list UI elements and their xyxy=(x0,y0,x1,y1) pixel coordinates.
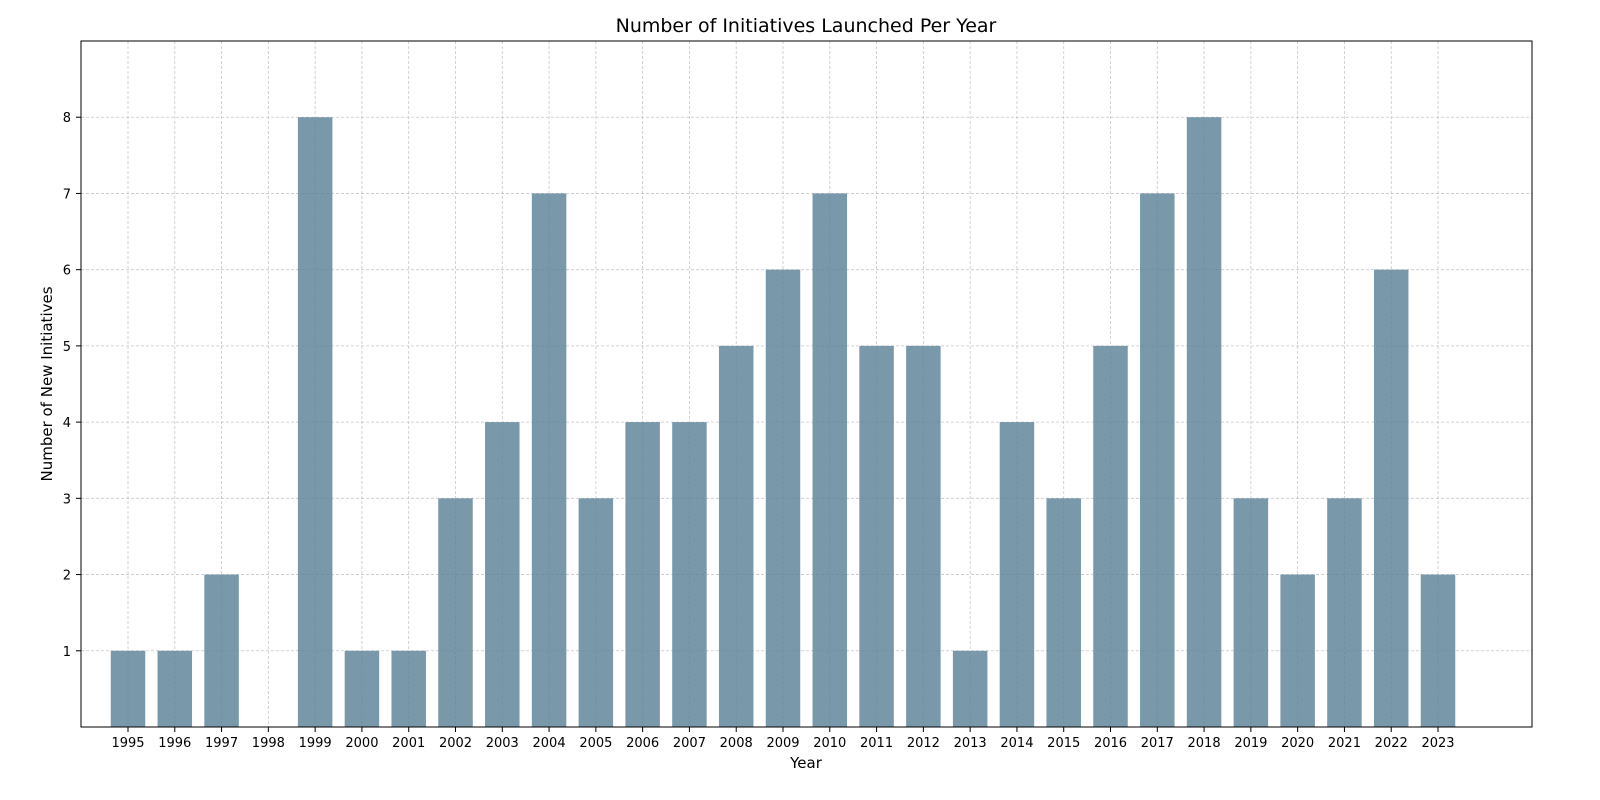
bar xyxy=(672,422,707,727)
bar xyxy=(718,345,754,727)
bar xyxy=(157,650,193,727)
bar xyxy=(625,422,660,727)
x-tick-label: 2016 xyxy=(1094,736,1127,751)
x-tick-label: 2003 xyxy=(486,736,519,751)
bar xyxy=(391,650,426,727)
x-tick-label: 2023 xyxy=(1421,736,1454,751)
x-tick-label: 2014 xyxy=(1000,736,1033,751)
x-tick-label: 2022 xyxy=(1375,736,1408,751)
bar xyxy=(1327,498,1362,727)
bar xyxy=(531,193,567,727)
x-tick-label: 1998 xyxy=(252,736,285,751)
bar xyxy=(952,650,988,727)
y-axis-ticks: 1 2 3 4 5 6 7 8 xyxy=(63,111,81,660)
x-axis-ticks: 1995 1996 1997 1998 1999 2000 2001 2002 2003 2004… xyxy=(111,727,1455,751)
y-tick-label: 8 xyxy=(63,111,71,126)
x-tick-label: 2013 xyxy=(954,736,987,751)
y-tick-label: 1 xyxy=(63,645,71,660)
y-tick-label: 7 xyxy=(63,187,71,202)
x-tick-label: 2005 xyxy=(579,736,612,751)
x-tick-label: 1996 xyxy=(158,736,191,751)
x-tick-label: 2008 xyxy=(720,736,753,751)
x-tick-label: 1999 xyxy=(299,736,332,751)
y-tick-label: 5 xyxy=(63,340,71,355)
y-tick-label: 2 xyxy=(63,569,71,584)
y-axis-label: Number of New Initiatives xyxy=(38,286,56,481)
bar xyxy=(578,498,614,727)
y-tick-label: 6 xyxy=(63,264,71,279)
bar xyxy=(1046,498,1081,727)
x-tick-label: 2001 xyxy=(392,736,425,751)
bar xyxy=(1373,269,1409,727)
bars xyxy=(110,117,1456,727)
x-tick-label: 2018 xyxy=(1188,736,1221,751)
bar xyxy=(204,574,239,727)
bar xyxy=(1420,574,1456,727)
x-tick-label: 2000 xyxy=(345,736,378,751)
x-tick-label: 1995 xyxy=(111,736,144,751)
x-tick-label: 2011 xyxy=(860,736,893,751)
x-tick-label: 2009 xyxy=(766,736,799,751)
bar xyxy=(1233,498,1269,727)
bar xyxy=(297,117,333,727)
bar xyxy=(1280,574,1315,727)
plot-frame xyxy=(80,40,1533,728)
y-tick-label: 4 xyxy=(63,416,71,431)
y-tick-label: 3 xyxy=(63,492,71,507)
x-tick-label: 2012 xyxy=(907,736,940,751)
bar xyxy=(765,269,801,727)
x-axis-label: Year xyxy=(789,754,823,772)
bar xyxy=(344,650,380,727)
bar xyxy=(1140,193,1175,727)
x-tick-label: 2021 xyxy=(1328,736,1361,751)
bar xyxy=(438,498,473,727)
bar xyxy=(999,422,1035,727)
x-tick-label: 2020 xyxy=(1281,736,1314,751)
bar xyxy=(110,650,146,727)
chart-title: Number of Initiatives Launched Per Year xyxy=(616,15,997,37)
x-tick-label: 2010 xyxy=(813,736,846,751)
x-tick-label: 2002 xyxy=(439,736,472,751)
bar xyxy=(1186,117,1222,727)
bar xyxy=(485,422,520,727)
bar xyxy=(812,193,848,727)
x-tick-label: 2004 xyxy=(533,736,566,751)
x-tick-label: 1997 xyxy=(205,736,238,751)
bar xyxy=(906,345,941,727)
x-tick-label: 2007 xyxy=(673,736,706,751)
x-tick-label: 2006 xyxy=(626,736,659,751)
x-tick-label: 2017 xyxy=(1141,736,1174,751)
bar xyxy=(859,345,894,727)
x-tick-label: 2019 xyxy=(1234,736,1267,751)
bar xyxy=(1093,345,1128,727)
x-tick-label: 2015 xyxy=(1047,736,1080,751)
